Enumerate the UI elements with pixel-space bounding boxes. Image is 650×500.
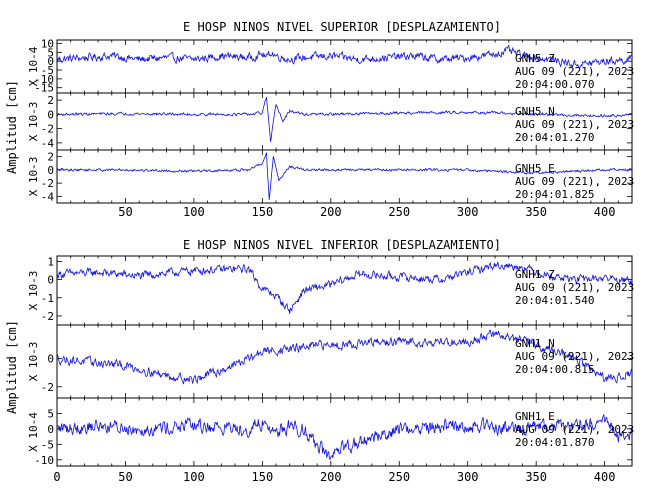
time-label: 20:04:01.870 bbox=[515, 436, 594, 449]
y-tick-label: 0 bbox=[47, 274, 54, 287]
channel-label: GNH5 E bbox=[515, 162, 555, 175]
scale-label: X 10-4 bbox=[27, 412, 40, 452]
x-axis: 50 100 150 200 250 300 350 400 bbox=[118, 205, 615, 219]
x-tick-label: 50 bbox=[118, 470, 132, 484]
y-tick-label: -10 bbox=[34, 454, 54, 467]
x-tick-label: 0 bbox=[53, 470, 60, 484]
x-tick-label: 250 bbox=[388, 205, 410, 219]
y-tick-label: 5 bbox=[47, 46, 54, 59]
y-tick-label: -15 bbox=[34, 82, 54, 95]
x-tick-label: 100 bbox=[183, 205, 205, 219]
y-axis-label: Amplitud [cm] bbox=[5, 320, 19, 414]
scale-label: X 10-4 bbox=[27, 46, 40, 86]
seismic-trace bbox=[56, 261, 633, 314]
channel-label: GNH1 Z bbox=[515, 268, 555, 281]
date-label: AUG 09 (221), 2023 bbox=[515, 350, 634, 363]
y-tick-label: 0 bbox=[47, 423, 54, 436]
date-label: AUG 09 (221), 2023 bbox=[515, 281, 634, 294]
x-tick-label: 350 bbox=[525, 205, 547, 219]
x-tick-label: 300 bbox=[457, 205, 479, 219]
y-tick-label: -2 bbox=[41, 177, 54, 190]
scale-label: X 10-3 bbox=[27, 157, 40, 197]
seismic-trace bbox=[56, 152, 632, 200]
x-tick-label: 300 bbox=[457, 470, 479, 484]
y-tick-label: -10 bbox=[34, 73, 54, 86]
seismic-trace bbox=[56, 329, 633, 385]
y-tick-label: -2 bbox=[41, 381, 54, 394]
chart-title: E HOSP NINOS NIVEL SUPERIOR [DESPLAZAMIE… bbox=[183, 20, 501, 34]
date-label: AUG 09 (221), 2023 bbox=[515, 118, 634, 131]
date-label: AUG 09 (221), 2023 bbox=[515, 175, 634, 188]
chart-title: E HOSP NINOS NIVEL INFERIOR [DESPLAZAMIE… bbox=[183, 238, 501, 252]
y-tick-label: 2 bbox=[47, 151, 54, 164]
x-tick-label: 100 bbox=[183, 470, 205, 484]
scale-label: X 10-3 bbox=[27, 342, 40, 382]
lower-record-group: E HOSP NINOS NIVEL INFERIOR [DESPLAZAMIE… bbox=[5, 238, 634, 484]
date-label: AUG 09 (221), 2023 bbox=[515, 423, 634, 436]
y-tick-label: -1 bbox=[41, 292, 54, 305]
channel-label: GNH1 E bbox=[515, 410, 555, 423]
y-tick-label: 1 bbox=[47, 255, 54, 268]
time-label: 20:04:00.815 bbox=[515, 363, 594, 376]
y-axis-label: Amplitud [cm] bbox=[5, 80, 19, 174]
time-label: 20:04:01.540 bbox=[515, 294, 594, 307]
y-tick-label: 0 bbox=[47, 55, 54, 68]
y-tick-label: -2 bbox=[41, 123, 54, 136]
x-tick-label: 150 bbox=[252, 205, 274, 219]
x-tick-label: 350 bbox=[525, 470, 547, 484]
date-label: AUG 09 (221), 2023 bbox=[515, 65, 634, 78]
scale-label: X 10-3 bbox=[27, 102, 40, 142]
scale-label: X 10-3 bbox=[27, 271, 40, 311]
y-tick-label: 10 bbox=[41, 38, 54, 51]
y-tick-label: 0 bbox=[47, 108, 54, 121]
channel-label: GNH5 N bbox=[515, 105, 555, 118]
x-tick-label: 250 bbox=[388, 470, 410, 484]
x-tick-label: 50 bbox=[118, 205, 132, 219]
time-label: 20:04:01.270 bbox=[515, 131, 594, 144]
y-tick-label: -5 bbox=[41, 64, 54, 77]
y-tick-label: -2 bbox=[41, 310, 54, 323]
channel-label: GNH5 Z bbox=[515, 52, 555, 65]
y-tick-label: 0 bbox=[47, 353, 54, 366]
y-tick-label: -4 bbox=[41, 137, 55, 150]
x-tick-label: 400 bbox=[594, 470, 616, 484]
seismic-trace bbox=[56, 414, 633, 460]
channel-label: GNH1 N bbox=[515, 337, 555, 350]
y-tick-label: 0 bbox=[47, 164, 54, 177]
x-tick-label: 400 bbox=[594, 205, 616, 219]
y-tick-label: -5 bbox=[41, 438, 54, 451]
y-tick-label: -4 bbox=[41, 190, 55, 203]
upper-record-group: E HOSP NINOS NIVEL SUPERIOR [DESPLAZAMIE… bbox=[5, 20, 634, 219]
x-axis: 0 50 100 150 200 250 300 350 400 bbox=[53, 470, 615, 484]
y-tick-label: 2 bbox=[47, 94, 54, 107]
seismic-trace bbox=[56, 44, 633, 70]
y-tick-label: 5 bbox=[47, 407, 54, 420]
time-label: 20:04:01.825 bbox=[515, 188, 594, 201]
x-tick-label: 150 bbox=[252, 470, 274, 484]
seismic-trace bbox=[56, 96, 633, 142]
time-label: 20:04:00.070 bbox=[515, 78, 594, 91]
x-tick-label: 200 bbox=[320, 470, 342, 484]
x-tick-label: 200 bbox=[320, 205, 342, 219]
